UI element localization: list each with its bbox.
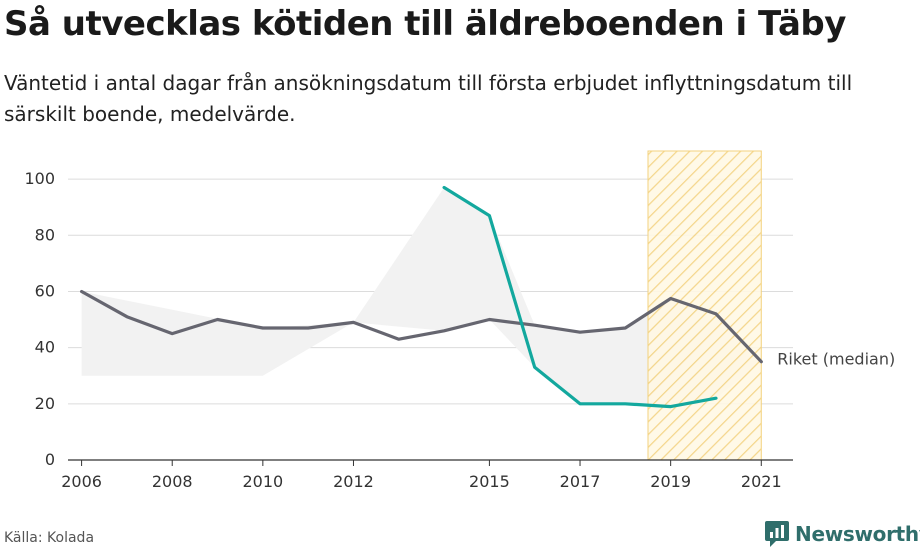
riket-data-point <box>352 321 355 324</box>
riket-data-point <box>125 315 129 318</box>
riket-data-point <box>533 323 536 327</box>
riket-data-point <box>306 326 310 330</box>
source-note: Källa: Kolada <box>4 530 95 546</box>
riket-data-point <box>171 332 174 335</box>
shaded-range-area <box>81 187 762 407</box>
y-tick-label: 0 <box>45 450 55 469</box>
riket-data-point <box>714 312 718 316</box>
newsworthy-logo-icon <box>765 521 789 547</box>
riket-data-point <box>80 290 83 293</box>
y-tick-label: 100 <box>24 169 55 188</box>
taby-data-point <box>442 186 446 189</box>
riket-data-point <box>216 318 219 321</box>
taby-data-point <box>669 405 672 408</box>
riket-median-series-line <box>79 289 763 364</box>
taby-data-point <box>714 397 718 400</box>
y-tick-label: 20 <box>35 394 55 413</box>
y-tick-label: 60 <box>35 281 55 300</box>
taby-data-point <box>578 402 582 406</box>
x-tick-label: 2006 <box>61 472 102 491</box>
series-end-label: Riket (median) <box>777 350 895 369</box>
x-tick-label: 2008 <box>152 472 193 491</box>
riket-data-point <box>760 360 763 363</box>
x-tick-label: 2010 <box>242 472 283 491</box>
chart-subtitle: Väntetid i antal dagar från ansökningsda… <box>4 71 853 126</box>
x-tick-label: 2021 <box>741 472 782 491</box>
y-tick-label: 40 <box>35 338 55 357</box>
taby-data-point <box>488 214 491 217</box>
x-tick-label: 2019 <box>650 472 691 491</box>
riket-data-point <box>488 318 491 321</box>
riket-data-point <box>669 297 672 300</box>
riket-data-point <box>442 329 446 332</box>
x-tick-label: 2017 <box>560 472 601 491</box>
riket-data-point <box>261 326 265 330</box>
riket-data-point <box>397 338 400 341</box>
riket-data-point <box>624 326 627 330</box>
y-tick-label: 80 <box>35 225 55 244</box>
x-tick-label: 2012 <box>333 472 374 491</box>
chart-title: Så utvecklas kötiden till äldreboenden i… <box>4 4 846 44</box>
brand-name: Newsworthy <box>795 522 920 546</box>
highlight-period <box>647 150 762 461</box>
brand-logo[interactable]: Newsworthy <box>765 519 920 549</box>
x-tick-label: 2015 <box>469 472 510 491</box>
riket-data-point <box>578 330 582 334</box>
taby-data-point <box>624 402 627 406</box>
taby-data-point <box>533 366 536 369</box>
